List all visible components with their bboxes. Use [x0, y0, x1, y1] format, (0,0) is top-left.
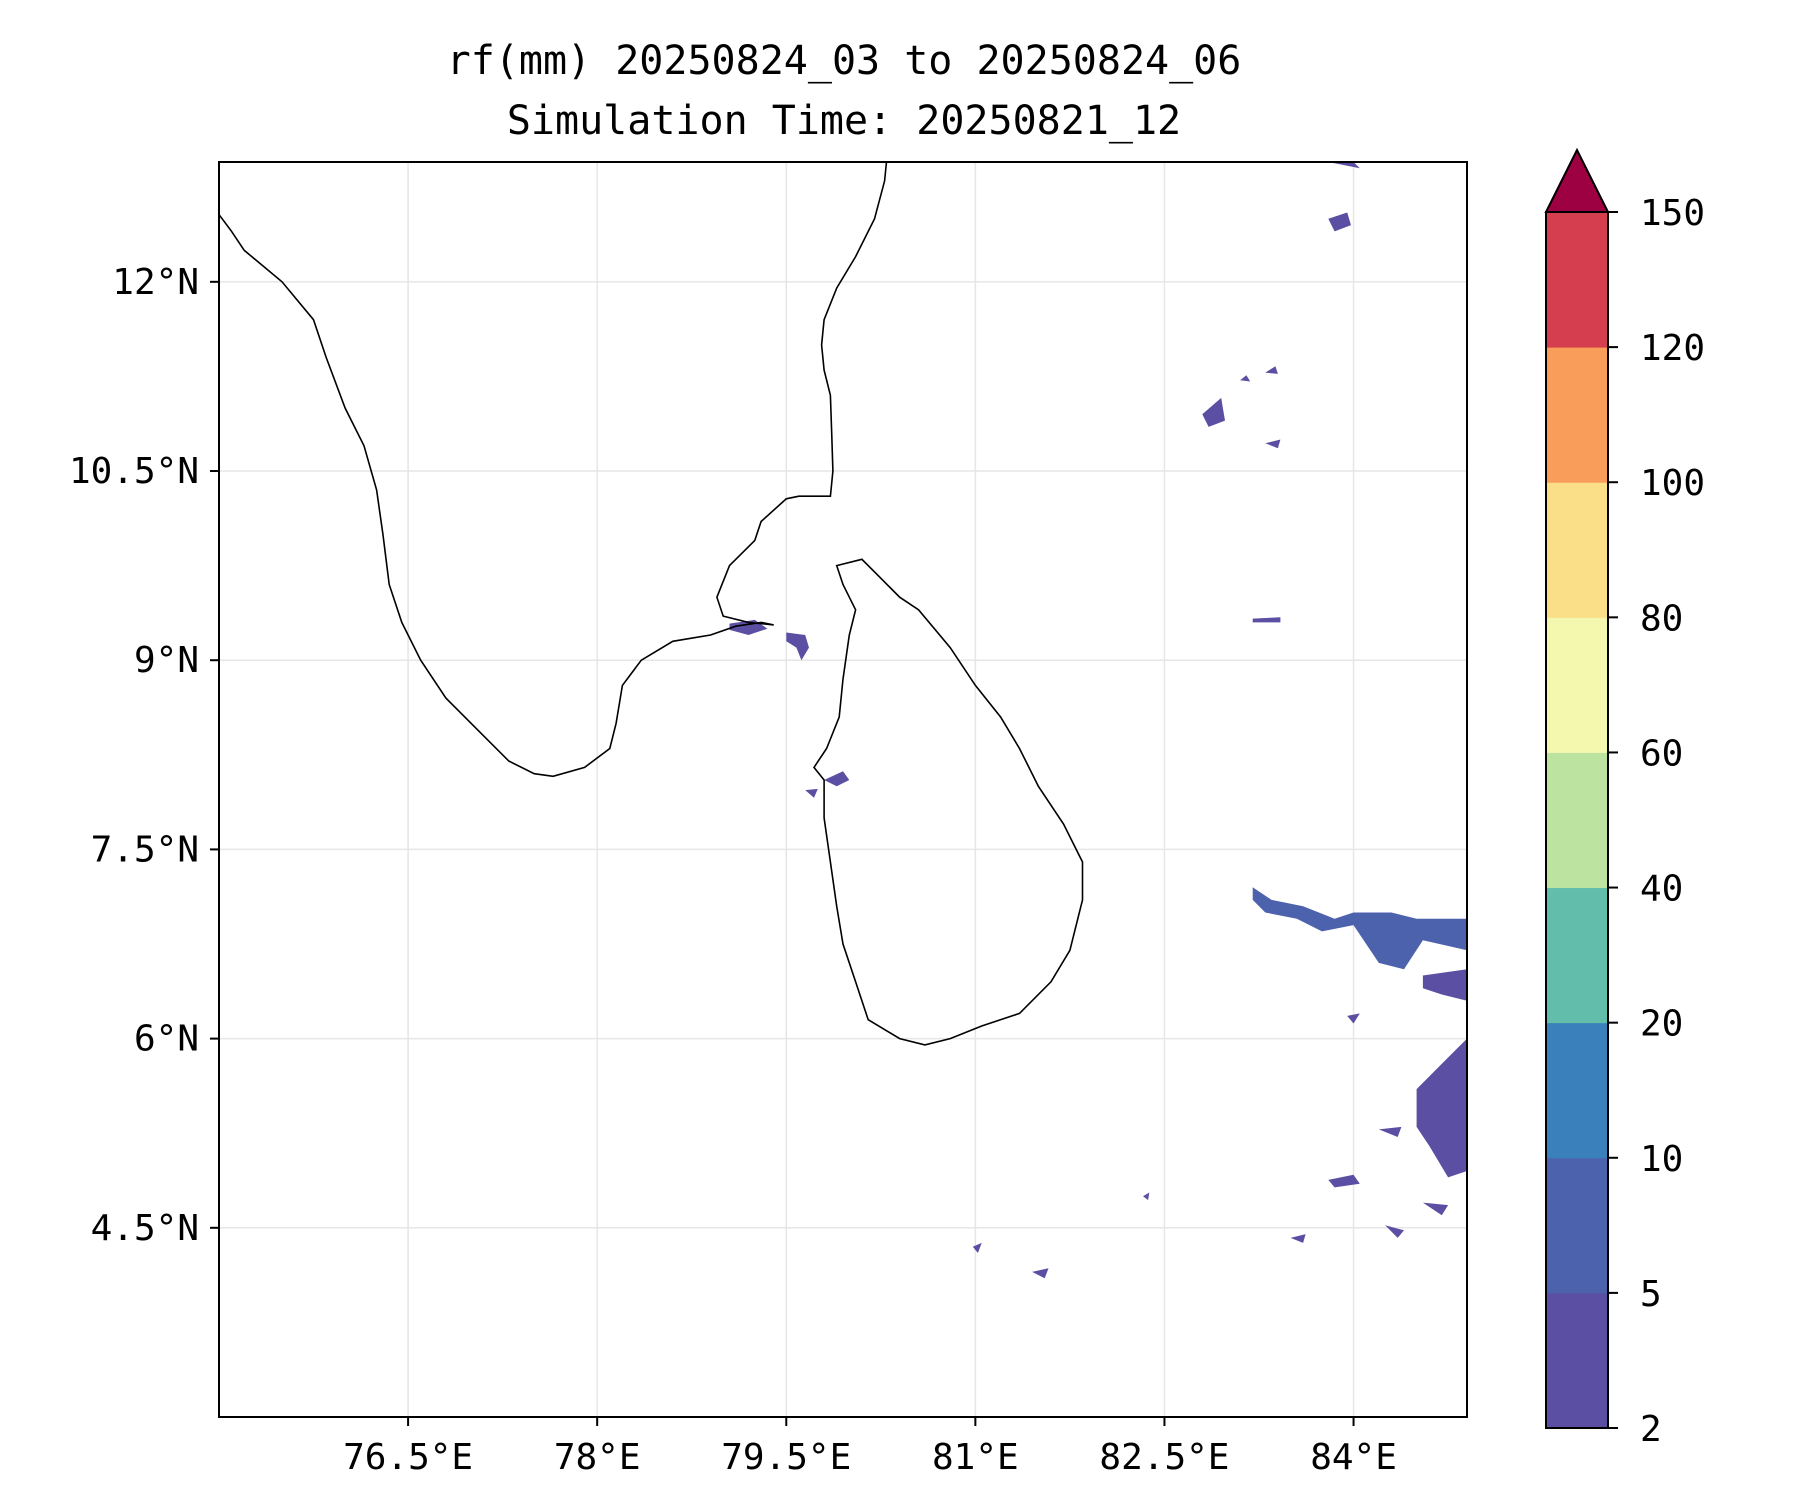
colorbar-tick-label-2: 10: [1640, 1139, 1683, 1180]
map-panel: [218, 161, 1468, 1418]
rain-patch-srilanka-west: [824, 771, 850, 787]
colorbar-tick-label-6: 80: [1640, 598, 1683, 639]
gridlines: [219, 162, 1467, 1417]
rain-band-east: [1252, 887, 1467, 970]
rain-patch-s-3: [1143, 1192, 1150, 1201]
colorbar-segment-6: [1546, 482, 1608, 618]
chart-title: rf(mm) 20250824_03 to 20250824_06: [447, 38, 1242, 84]
map-background: [219, 162, 1467, 1417]
x-tick-label-4: 82.5°E: [1099, 1437, 1229, 1478]
y-tick-label-3: 9°N: [134, 640, 199, 681]
rain-patch-srilanka-west-2: [805, 788, 818, 798]
x-tick-label-2: 79.5°E: [721, 1437, 851, 1478]
colorbar-segment-5: [1546, 617, 1608, 753]
rain-patch-se-3: [1328, 1174, 1360, 1188]
colorbar-segment-8: [1546, 212, 1608, 348]
colorbar-segment-1: [1546, 1157, 1608, 1294]
rain-patch-gulf-2: [786, 632, 809, 661]
x-tick-label-0: 76.5°E: [343, 1437, 473, 1478]
rain-patch-se-1: [1416, 1038, 1467, 1178]
colorbar-tick-label-8: 120: [1640, 328, 1705, 369]
rain-patch-n-1: [1328, 212, 1351, 232]
rain-patch-s-2: [1032, 1268, 1049, 1279]
rain-patch-se-7: [1290, 1234, 1306, 1243]
colorbar-tick-label-5: 60: [1640, 733, 1683, 774]
rain-patch-se-2: [1422, 1202, 1449, 1216]
colorbar-tick-label-9: 150: [1640, 193, 1705, 234]
colorbar-segment-0: [1546, 1292, 1608, 1429]
x-tick-label-3: 81°E: [932, 1437, 1019, 1478]
colorbar-segment-2: [1546, 1022, 1608, 1159]
colorbar-tick-label-0: 2: [1640, 1409, 1662, 1450]
colorbar-segment-3: [1546, 887, 1608, 1024]
rain-patch-se-6: [1378, 1126, 1402, 1137]
rain-band-east-2: [1422, 969, 1467, 1001]
colorbar-segment-4: [1546, 752, 1608, 889]
rain-patch-n-7: [1252, 617, 1281, 623]
rain-patch-s-1: [972, 1242, 982, 1253]
y-tick-label-1: 6°N: [134, 1019, 199, 1060]
colorbar-frame: [1545, 211, 1609, 1429]
rain-patch-n-3: [1202, 397, 1225, 427]
coastline-india: [219, 162, 888, 778]
map-frame: [218, 161, 1468, 1418]
y-tick-label-2: 7.5°N: [91, 829, 199, 870]
y-tick-label-4: 10.5°N: [69, 451, 199, 492]
rain-patch-n-6: [1265, 439, 1281, 449]
coastline: [219, 162, 1084, 1046]
colorbar-tick-label-7: 100: [1640, 463, 1705, 504]
rain-patch-se-4: [1385, 1225, 1404, 1238]
x-tick-label-5: 84°E: [1310, 1437, 1397, 1478]
x-tick-label-1: 78°E: [554, 1437, 641, 1478]
rain-patch-n-5: [1240, 375, 1251, 382]
colorbar-tick-label-4: 40: [1640, 869, 1683, 910]
y-tick-label-0: 4.5°N: [91, 1208, 199, 1249]
y-tick-label-5: 12°N: [112, 262, 199, 303]
colorbar-extend-arrow: [1544, 147, 1610, 213]
colorbar-tick-label-1: 5: [1640, 1274, 1662, 1315]
chart-subtitle: Simulation Time: 20250821_12: [507, 98, 1181, 144]
rain-patch-se-5: [1347, 1013, 1360, 1024]
rain-patch-n-2: [1328, 162, 1360, 169]
colorbar-segment-7: [1546, 347, 1608, 483]
rain-patch-n-4: [1265, 366, 1278, 374]
colorbar: 2 5 10 20 40 60 80 100 120 150: [1544, 147, 1705, 1450]
rainfall-contours: [729, 162, 1467, 1279]
x-axis-ticks: 76.5°E 78°E 79.5°E 81°E 82.5°E 84°E: [343, 1417, 1397, 1478]
colorbar-tick-label-3: 20: [1640, 1004, 1683, 1045]
y-axis-ticks: 4.5°N 6°N 7.5°N 9°N 10.5°N 12°N: [69, 262, 219, 1249]
coastline-sri-lanka: [813, 558, 1084, 1046]
